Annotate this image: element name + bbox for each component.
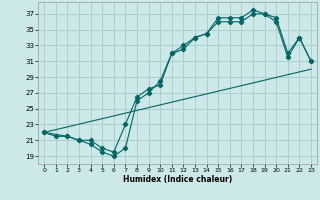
X-axis label: Humidex (Indice chaleur): Humidex (Indice chaleur) bbox=[123, 175, 232, 184]
